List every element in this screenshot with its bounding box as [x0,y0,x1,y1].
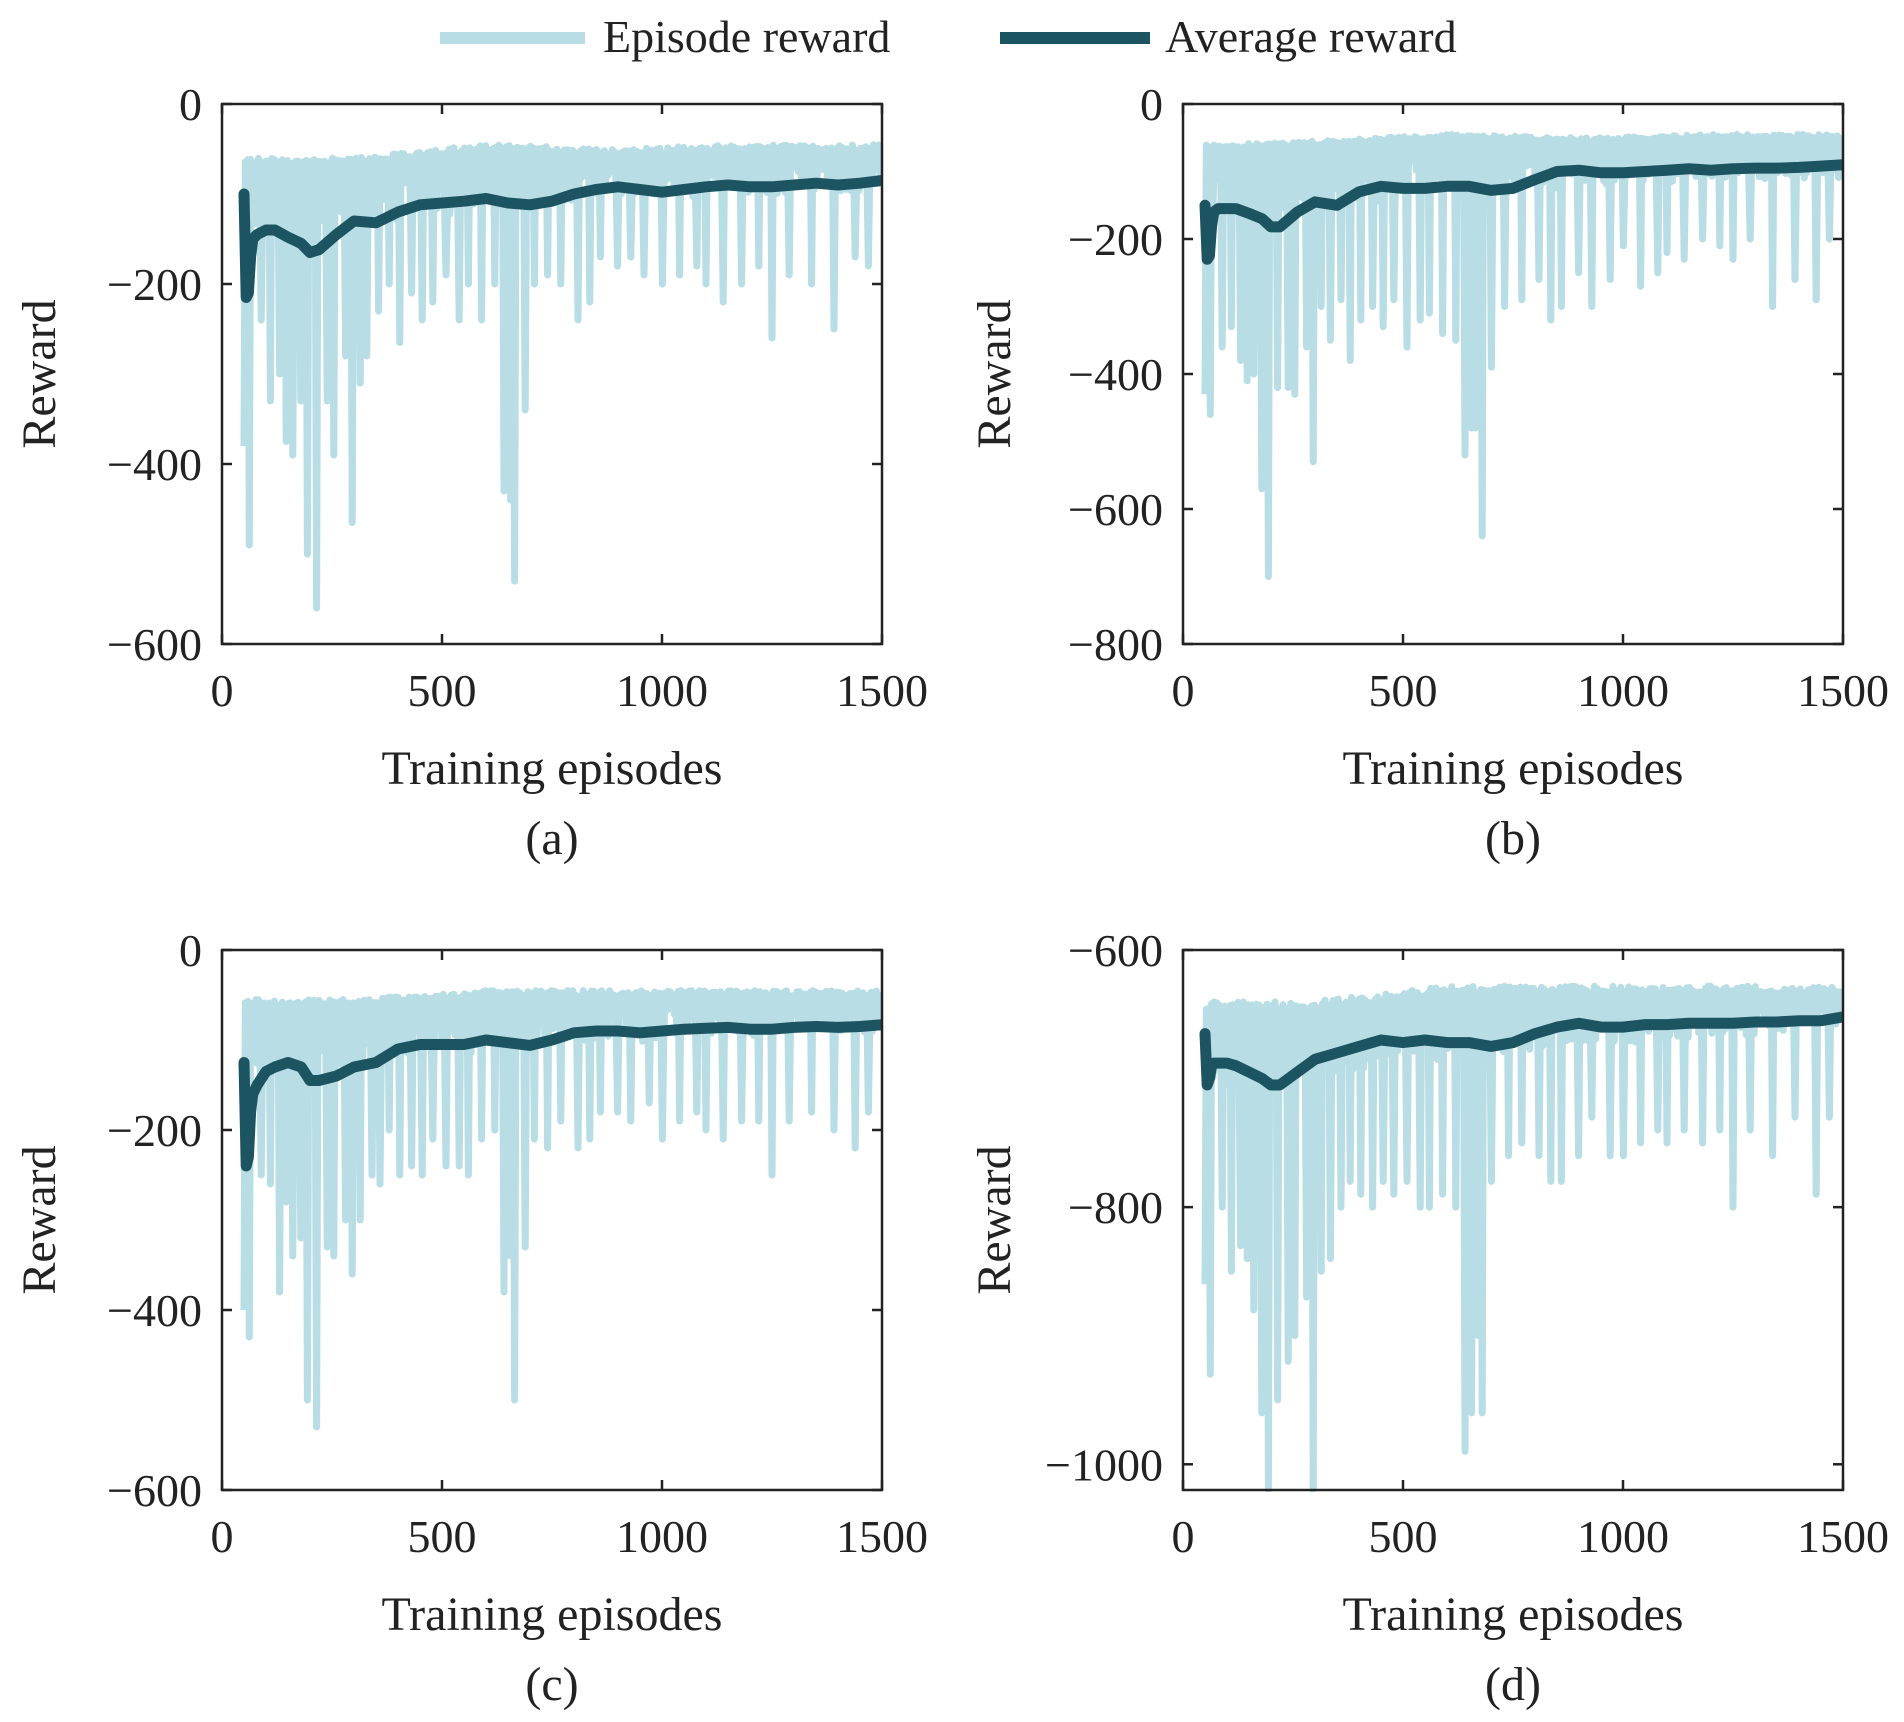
y-tick-label: −200 [1068,214,1163,265]
y-tick-label: 0 [179,79,202,130]
y-axis-label: Reward [13,1145,66,1294]
episode-reward-line [240,141,882,612]
x-tick-label: 500 [1369,1511,1438,1562]
panel-label: (d) [1485,1658,1541,1711]
episode-reward-line [1201,982,1843,1492]
x-tick-label: 1500 [836,665,928,716]
panel-label: (b) [1485,812,1541,865]
x-tick-label: 0 [1172,1511,1195,1562]
plot-frame [1181,948,1845,1492]
plot-frame [220,102,884,646]
y-tick-label: −400 [107,1285,202,1336]
y-tick-label: 0 [179,925,202,976]
x-tick-label: 1000 [1577,665,1669,716]
plot-frame [220,948,884,1492]
x-axis-label: Training episodes [382,1588,723,1641]
x-axis-label: Training episodes [1343,1588,1684,1641]
x-tick-label: 1500 [1797,665,1889,716]
episode-reward-line [1201,130,1843,580]
y-tick-label: −800 [1068,619,1163,670]
x-tick-label: 1500 [836,1511,928,1562]
x-tick-label: 1500 [1797,1511,1889,1562]
y-tick-label: −600 [107,619,202,670]
y-axis-label: Reward [968,299,1021,448]
x-axis-label: Training episodes [382,742,723,795]
y-tick-label: −1000 [1045,1439,1163,1490]
x-tick-label: 500 [408,1511,477,1562]
average-reward-line [1199,1011,1843,1091]
y-tick-label: −600 [1068,484,1163,535]
y-tick-label: −200 [107,1105,202,1156]
y-tick-label: −600 [107,1465,202,1516]
y-tick-label: −600 [1068,925,1163,976]
x-tick-label: 1000 [1577,1511,1669,1562]
episode-reward-line [240,987,882,1431]
x-tick-label: 0 [211,1511,234,1562]
average-reward-line [238,175,882,303]
y-tick-label: −200 [107,259,202,310]
average-reward-line [238,1019,882,1172]
y-tick-label: −400 [107,439,202,490]
legend: Episode reward Average reward [440,11,1457,62]
y-axis-label: Reward [968,1145,1021,1294]
x-tick-label: 500 [408,665,477,716]
y-tick-label: −800 [1068,1182,1163,1233]
x-axis-label: Training episodes [1343,742,1684,795]
y-axis-label: Reward [13,299,66,448]
x-tick-label: 0 [1172,665,1195,716]
x-tick-label: 500 [1369,665,1438,716]
x-tick-label: 1000 [616,665,708,716]
average-reward-line [1199,159,1843,265]
legend-label-average: Average reward [1165,11,1457,62]
y-tick-label: 0 [1140,79,1163,130]
x-tick-label: 1000 [616,1511,708,1562]
legend-label-episode: Episode reward [603,11,890,62]
y-tick-label: −400 [1068,349,1163,400]
x-tick-label: 0 [211,665,234,716]
panel-label: (c) [525,1658,578,1711]
panel-label: (a) [525,812,578,865]
